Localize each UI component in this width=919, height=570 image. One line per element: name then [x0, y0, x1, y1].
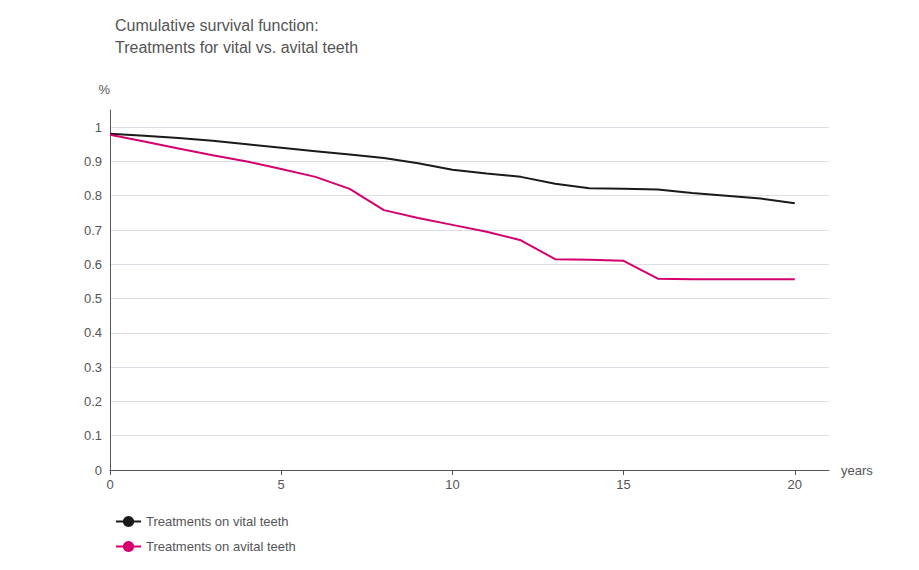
svg-text:0.6: 0.6 — [84, 257, 102, 272]
svg-text:0.5: 0.5 — [84, 291, 102, 306]
svg-text:Treatments for vital vs. avita: Treatments for vital vs. avital teeth — [115, 39, 358, 56]
svg-text:0.4: 0.4 — [84, 325, 102, 340]
svg-text:0: 0 — [106, 477, 113, 492]
svg-text:5: 5 — [278, 477, 285, 492]
svg-text:1: 1 — [95, 120, 102, 135]
svg-text:%: % — [98, 82, 110, 97]
svg-text:0.2: 0.2 — [84, 394, 102, 409]
svg-text:0.8: 0.8 — [84, 188, 102, 203]
svg-text:years: years — [841, 463, 873, 478]
svg-text:0.9: 0.9 — [84, 154, 102, 169]
svg-text:Cumulative survival function:: Cumulative survival function: — [115, 17, 319, 34]
svg-text:Treatments on vital teeth: Treatments on vital teeth — [146, 514, 289, 529]
svg-text:15: 15 — [616, 477, 630, 492]
svg-text:Treatments on avital teeth: Treatments on avital teeth — [146, 539, 296, 554]
svg-text:0.7: 0.7 — [84, 223, 102, 238]
svg-text:0.3: 0.3 — [84, 360, 102, 375]
svg-text:0.1: 0.1 — [84, 428, 102, 443]
svg-text:20: 20 — [788, 477, 802, 492]
svg-text:0: 0 — [95, 463, 102, 478]
svg-text:10: 10 — [445, 477, 459, 492]
